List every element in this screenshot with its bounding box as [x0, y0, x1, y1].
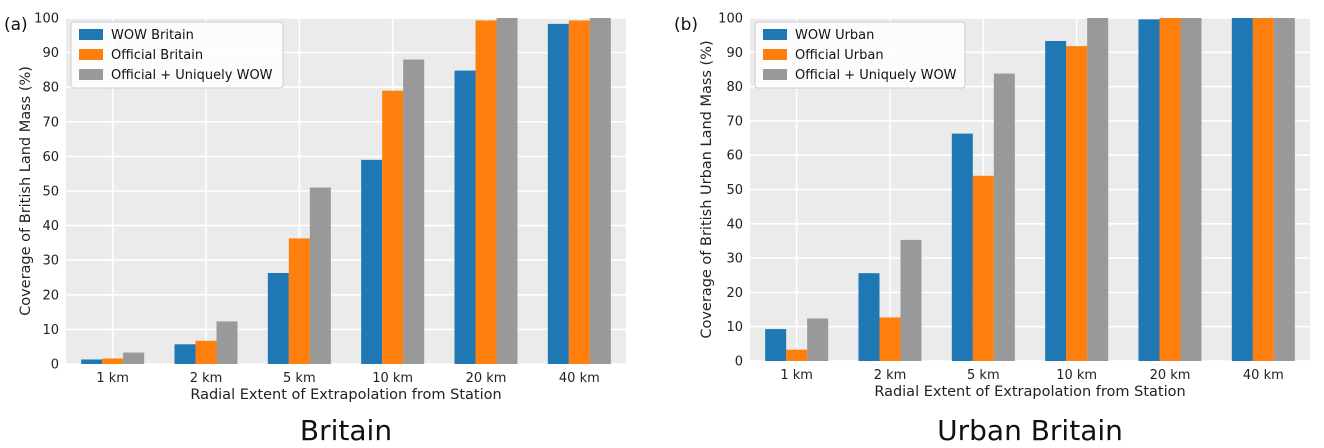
y-tick-label: 50: [42, 185, 59, 200]
y-axis-label: Coverage of British Urban Land Mass (%): [699, 40, 715, 338]
y-tick-label: 40: [42, 219, 59, 234]
x-tick-label: 1 km: [780, 368, 813, 383]
bar: [1045, 40, 1067, 362]
bar: [951, 133, 973, 361]
y-tick-label: 10: [726, 320, 743, 335]
legend-label: WOW Britain: [111, 28, 194, 43]
y-tick-label: 90: [726, 46, 743, 61]
legend-swatch: [763, 69, 787, 80]
y-tick-label: 60: [726, 149, 743, 164]
panel-caption: Urban Britain: [937, 414, 1123, 447]
legend-swatch: [79, 49, 103, 60]
legend-label: Official Urban: [795, 48, 884, 63]
legend-swatch: [79, 69, 103, 80]
bar: [568, 20, 590, 365]
bar: [786, 349, 808, 361]
legend-swatch: [763, 49, 787, 60]
y-tick-label: 20: [726, 286, 743, 301]
bar: [216, 321, 238, 364]
x-tick-label: 40 km: [1243, 368, 1284, 383]
legend-label: WOW Urban: [795, 28, 874, 43]
bar: [81, 359, 103, 364]
legend-box: [754, 21, 966, 89]
legend-box: [70, 21, 284, 89]
x-tick-label: 40 km: [559, 371, 600, 386]
bar: [1231, 18, 1253, 361]
y-tick-label: 80: [42, 81, 59, 96]
bar: [858, 273, 880, 361]
bar: [361, 159, 383, 364]
bar: [900, 239, 922, 361]
bar: [1180, 18, 1202, 361]
x-tick-label: 5 km: [283, 371, 316, 386]
legend-swatch: [763, 29, 787, 40]
x-tick-label: 2 km: [874, 368, 907, 383]
x-tick-label: 20 km: [466, 371, 507, 386]
y-tick-label: 20: [42, 288, 59, 303]
bar: [403, 59, 425, 365]
y-tick-label: 0: [51, 358, 59, 373]
y-axis-label: Coverage of British Land Mass (%): [18, 66, 34, 316]
bar: [1159, 18, 1181, 361]
chart-panel-a: 0 10 20 30 40 50 60 70 80 90 100 1 km 2 km 5 km 10 km 2…: [4, 12, 626, 447]
legend-label: Official + Uniquely WOW: [111, 68, 273, 83]
bar: [1252, 18, 1274, 361]
x-tick-label: 5 km: [967, 368, 1000, 383]
legend-label: Official + Uniquely WOW: [795, 68, 957, 83]
y-tick-label: 30: [726, 252, 743, 267]
bar: [102, 358, 124, 364]
bar: [475, 20, 497, 365]
y-tick-label: 50: [726, 183, 743, 198]
bar: [879, 317, 901, 361]
panel-label: (a): [4, 15, 28, 35]
y-tick-label: 70: [726, 114, 743, 129]
bar: [496, 18, 518, 364]
y-tick-label: 70: [42, 115, 59, 130]
x-tick-label: 20 km: [1150, 368, 1191, 383]
y-tick-label: 10: [42, 323, 59, 338]
bar: [547, 23, 569, 365]
bar: [309, 187, 331, 364]
bar: [1138, 19, 1160, 361]
bar: [123, 352, 145, 364]
y-tick-label: 100: [34, 12, 59, 27]
bar: [195, 340, 217, 364]
x-axis-label: Radial Extent of Extrapolation from Stat…: [190, 387, 501, 403]
y-tick-label: 40: [726, 217, 743, 232]
bar: [288, 238, 310, 364]
bar: [174, 344, 196, 364]
bar: [1087, 18, 1109, 361]
chart-panel-b: 0 10 20 30 40 50 60 70 80 90 100 1 km 2 km 5 km 10 km 2…: [674, 12, 1310, 447]
panel-caption: Britain: [300, 414, 392, 447]
y-tick-label: 30: [42, 254, 59, 269]
bar: [765, 329, 787, 361]
y-tick-label: 100: [718, 12, 743, 27]
bar: [454, 70, 476, 364]
x-axis-label: Radial Extent of Extrapolation from Stat…: [874, 384, 1185, 400]
bar: [993, 73, 1015, 361]
legend-label: Official Britain: [111, 48, 203, 63]
bar: [1066, 46, 1088, 361]
legend-swatch: [79, 29, 103, 40]
x-tick-label: 10 km: [1056, 368, 1097, 383]
bar: [972, 175, 994, 361]
bar: [1273, 18, 1295, 361]
y-tick-label: 90: [42, 46, 59, 61]
panel-label: (b): [674, 15, 698, 35]
bar: [589, 18, 611, 364]
bar: [382, 90, 404, 364]
y-tick-label: 80: [726, 80, 743, 95]
x-tick-label: 10 km: [372, 371, 413, 386]
bar: [267, 273, 289, 364]
bar: [807, 318, 829, 361]
x-tick-label: 1 km: [96, 371, 129, 386]
y-tick-label: 0: [735, 355, 743, 370]
x-tick-label: 2 km: [190, 371, 223, 386]
y-tick-label: 60: [42, 150, 59, 165]
